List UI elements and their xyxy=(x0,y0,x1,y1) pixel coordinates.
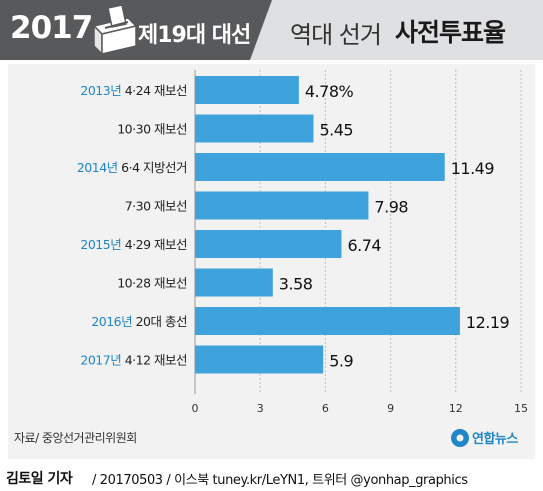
x-tick-label: 6 xyxy=(322,402,329,415)
category-name-label: 7·30 재보선 xyxy=(125,199,187,214)
bar xyxy=(195,153,445,181)
category-name-label: 10·28 재보선 xyxy=(117,276,187,291)
category-label: 2014년 6·4 지방선거 xyxy=(77,160,187,175)
credit-author: 김토일 기자 xyxy=(6,471,73,487)
x-tick-label: 15 xyxy=(514,402,528,415)
bar xyxy=(195,268,273,297)
value-label: 5.9 xyxy=(329,352,353,371)
value-label: 5.45 xyxy=(319,121,353,140)
category-label: 2016년 20대 총선 xyxy=(91,314,187,329)
bar xyxy=(195,76,299,104)
category-name-label: 20대 총선 xyxy=(136,314,187,329)
logo-text: 연합뉴스 xyxy=(472,431,518,447)
value-label: 3.58 xyxy=(279,275,313,294)
x-tick-label: 0 xyxy=(192,402,199,415)
subtitle-text: 제19대 대선 xyxy=(138,23,251,48)
category-label: 10·28 재보선 xyxy=(117,276,187,291)
title-light: 역대 선거 xyxy=(290,21,382,49)
value-label: 7.98 xyxy=(374,198,408,217)
category-label: 2013년 4·24 재보선 xyxy=(80,83,187,98)
logo-icon-inner xyxy=(456,434,464,442)
bar xyxy=(195,307,460,335)
footer xyxy=(0,463,543,491)
category-name-label: 4·12 재보선 xyxy=(125,353,187,368)
value-label: 11.49 xyxy=(451,159,495,178)
category-year-label: 2013년 xyxy=(80,83,124,98)
x-tick-label: 9 xyxy=(387,402,394,415)
header: 2017 제19대 대선 역대 선거 사전투표율 xyxy=(0,0,543,60)
source-note: 자료/ 중앙선거관리위원회 xyxy=(14,431,137,445)
value-label: 4.78% xyxy=(305,82,354,101)
category-name-label: 4·29 재보선 xyxy=(125,237,187,252)
category-name-label: 6·4 지방선거 xyxy=(121,160,187,175)
category-name-label: 4·24 재보선 xyxy=(125,83,187,98)
bar xyxy=(195,345,324,374)
credit-text: / 20170503 / 이스북 tuney.kr/LeYN1, 트위터 @yo… xyxy=(92,473,468,488)
bar xyxy=(195,191,369,220)
category-year-label: 2014년 xyxy=(77,160,121,175)
category-year-label: 2016년 xyxy=(91,314,135,329)
year-text: 2017 xyxy=(10,10,93,46)
chart-panel: 0 3 6 9 12 15 2013년 4·24 재보선 4.78% 10·30 재보선 5.45… xyxy=(8,64,535,459)
title-bold: 사전투표율 xyxy=(395,18,506,47)
bar xyxy=(195,230,342,258)
category-year-label: 2015년 xyxy=(80,237,124,252)
category-label: 10·30 재보선 xyxy=(117,122,187,137)
category-year-label: 2017년 xyxy=(80,353,124,368)
bar xyxy=(195,114,314,143)
x-tick-label: 3 xyxy=(257,402,264,415)
x-tick-label: 12 xyxy=(449,402,463,415)
ballot-box-icon xyxy=(92,4,138,56)
bar-chart: 0 3 6 9 12 15 2013년 4·24 재보선 4.78% 10·30 재보선 5.45… xyxy=(14,70,528,447)
value-label: 12.19 xyxy=(466,313,510,332)
category-name-label: 10·30 재보선 xyxy=(117,122,187,137)
category-label: 2017년 4·12 재보선 xyxy=(80,353,187,368)
category-label: 2015년 4·29 재보선 xyxy=(80,237,187,252)
value-label: 6.74 xyxy=(347,236,381,255)
category-label: 7·30 재보선 xyxy=(125,199,187,214)
